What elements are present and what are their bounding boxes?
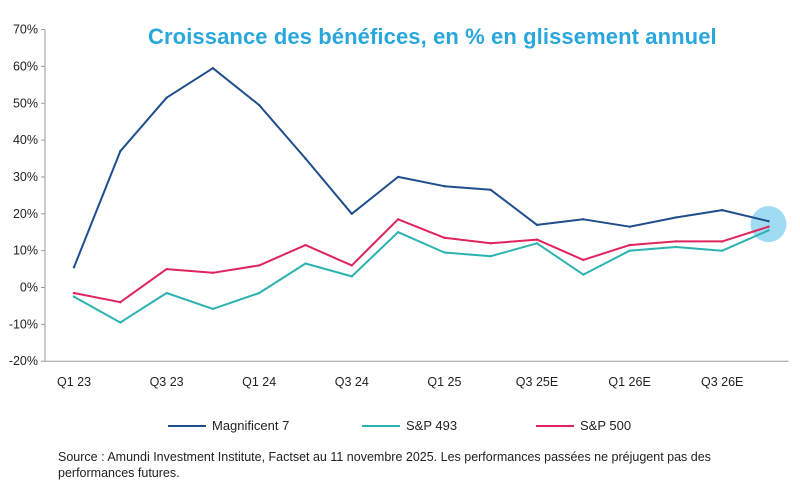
chart-title: Croissance des bénéfices, en % en glisse…: [148, 24, 717, 49]
x-tick-label: Q3 23: [150, 375, 184, 389]
y-tick-label: 40%: [13, 133, 38, 147]
data-point-magnificent7: [304, 157, 307, 160]
data-point-sp500: [165, 267, 168, 271]
series-line-sp500: [73, 218, 770, 304]
data-point-magnificent7: [628, 225, 631, 228]
y-tick-label: 30%: [13, 170, 38, 184]
x-tick-label: Q1 25: [427, 375, 461, 389]
data-point-sp493: [443, 251, 446, 254]
data-point-magnificent7: [165, 96, 168, 99]
data-point-magnificent7: [674, 216, 678, 219]
data-point-sp493: [489, 254, 492, 258]
data-point-magnificent7: [258, 103, 261, 107]
data-point-sp500: [628, 243, 631, 247]
data-point-magnificent7: [489, 188, 492, 192]
data-point-sp500: [489, 242, 492, 245]
legend-swatch-sp500: [536, 424, 574, 427]
data-point-magnificent7: [535, 223, 539, 227]
y-tick-label: 60%: [13, 59, 38, 73]
x-tick-label: Q1 26E: [608, 375, 650, 389]
chart-legend: Magnificent 7 S&P 493 S&P 500: [0, 418, 800, 438]
data-point-magnificent7: [72, 266, 76, 269]
data-point-sp493: [304, 262, 307, 265]
data-point-sp493: [350, 275, 353, 278]
legend-item-sp493: S&P 493: [362, 418, 457, 433]
data-point-sp500: [767, 225, 770, 228]
legend-swatch-sp493: [362, 424, 400, 427]
x-tick-label: Q1 23: [57, 375, 91, 389]
data-point-sp500: [721, 240, 724, 243]
data-point-sp500: [396, 218, 400, 221]
source-note: Source : Amundi Investment Institute, Fa…: [58, 450, 711, 480]
line-chart: -20% -10% 0% 10% 20% 30% 40% 50% 60% 70% Q1 23 Q3 2…: [9, 23, 789, 389]
x-tick-label: Q1 24: [242, 375, 276, 389]
data-point-sp493: [674, 245, 678, 249]
data-point-sp493: [721, 249, 724, 252]
data-point-sp500: [674, 240, 678, 243]
legend-label-magnificent7: Magnificent 7: [212, 418, 290, 433]
data-point-sp493: [535, 242, 539, 245]
data-point-sp493: [582, 273, 585, 276]
y-tick-label: 50%: [13, 96, 38, 110]
x-tick-label: Q3 26E: [701, 375, 743, 389]
data-point-sp500: [582, 258, 585, 262]
data-point-sp500: [211, 271, 215, 274]
series-line-sp493: [73, 229, 770, 324]
x-tick-label: Q3 25E: [516, 375, 558, 389]
data-point-sp500: [535, 238, 539, 241]
y-tick-label: -20%: [9, 354, 38, 368]
legend-item-magnificent7: Magnificent 7: [168, 418, 289, 433]
y-tick-label: 70%: [13, 23, 38, 37]
data-point-magnificent7: [582, 218, 585, 221]
data-point-sp500: [304, 243, 307, 247]
legend-item-sp500: S&P 500: [536, 418, 631, 433]
data-point-magnificent7: [721, 208, 724, 212]
data-point-sp493: [211, 307, 215, 311]
y-tick-label: 10%: [13, 244, 38, 258]
y-tick-label: -10%: [9, 317, 38, 331]
data-point-magnificent7: [396, 175, 400, 179]
data-point-sp493: [628, 249, 631, 252]
data-point-sp500: [119, 301, 122, 304]
data-point-sp493: [119, 321, 122, 324]
data-point-magnificent7: [767, 219, 770, 223]
legend-label-sp493: S&P 493: [406, 418, 458, 433]
x-tick-label: Q3 24: [335, 375, 369, 389]
series-line-magnificent7: [73, 67, 770, 269]
data-point-sp493: [72, 295, 76, 298]
data-point-sp493: [396, 231, 400, 234]
data-point-sp500: [350, 264, 353, 267]
legend-label-sp500: S&P 500: [580, 418, 632, 433]
data-point-sp500: [72, 291, 76, 295]
data-point-sp500: [258, 264, 261, 267]
legend-swatch-magnificent7: [168, 424, 206, 427]
data-point-sp493: [165, 291, 168, 295]
data-point-magnificent7: [350, 212, 353, 215]
highlight-circle: [750, 206, 787, 243]
data-point-sp500: [443, 236, 446, 239]
data-point-magnificent7: [443, 184, 446, 188]
data-point-sp493: [767, 229, 770, 232]
y-tick-label: 20%: [13, 207, 38, 221]
data-point-sp493: [258, 291, 261, 295]
y-tick-label: 0%: [20, 281, 38, 295]
data-point-magnificent7: [211, 67, 215, 70]
data-point-magnificent7: [119, 149, 122, 153]
